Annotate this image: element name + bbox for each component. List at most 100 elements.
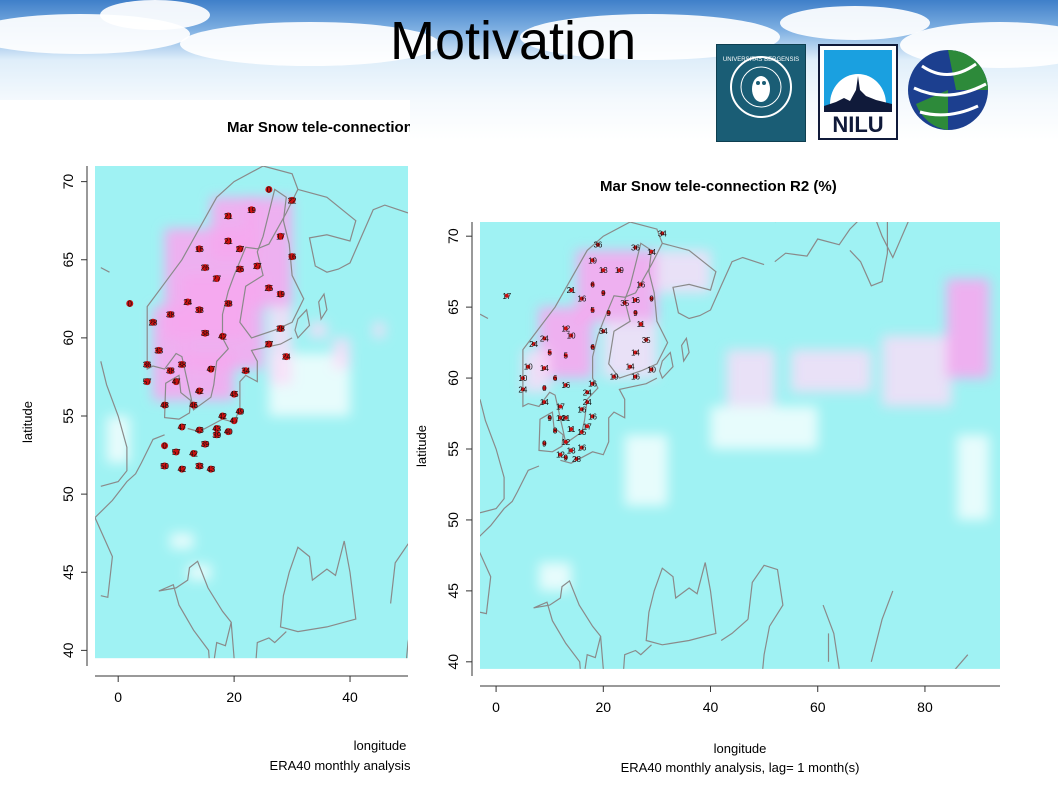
station-marker bbox=[178, 423, 186, 431]
x-tick-label: 20 bbox=[226, 689, 242, 705]
station-marker bbox=[579, 296, 584, 301]
station-marker bbox=[531, 342, 536, 347]
station-label: 28 bbox=[149, 318, 158, 327]
station-marker bbox=[201, 440, 209, 448]
station-marker bbox=[195, 387, 203, 395]
station-marker bbox=[276, 232, 284, 240]
station-marker bbox=[547, 350, 552, 355]
station-label: 0 bbox=[128, 300, 133, 309]
station-label: 16 bbox=[577, 405, 586, 414]
station-label: 43 bbox=[195, 426, 204, 435]
station-marker bbox=[542, 400, 547, 405]
station-label: 9 bbox=[542, 439, 547, 448]
y-tick-label: 50 bbox=[445, 512, 461, 528]
station-label: 17 bbox=[502, 292, 511, 301]
coastline bbox=[480, 313, 489, 320]
y-tick-label: 40 bbox=[445, 654, 461, 670]
station-marker bbox=[161, 462, 169, 470]
low-r2-region bbox=[710, 406, 818, 449]
station-marker bbox=[248, 206, 255, 214]
station-label: 14 bbox=[540, 364, 549, 373]
station-label: 14 bbox=[540, 398, 549, 407]
station-marker bbox=[230, 417, 238, 425]
coastline bbox=[662, 242, 765, 320]
station-label: 45 bbox=[230, 390, 239, 399]
station-marker bbox=[579, 429, 584, 434]
station-marker bbox=[558, 415, 563, 420]
station-label: 57 bbox=[143, 378, 152, 387]
station-label: 19 bbox=[615, 266, 624, 275]
station-label: 16 bbox=[636, 280, 645, 289]
low-r2-region bbox=[538, 562, 572, 591]
globe-logo bbox=[906, 44, 990, 140]
low-r2-region bbox=[957, 434, 990, 520]
station-label: 38 bbox=[195, 306, 204, 315]
station-label: 5 bbox=[564, 351, 569, 360]
station-marker bbox=[542, 385, 547, 390]
coastline bbox=[100, 267, 110, 273]
station-marker bbox=[172, 448, 180, 456]
station-label: 13 bbox=[599, 266, 608, 275]
station-label: 26 bbox=[235, 265, 244, 274]
station-label: 39 bbox=[212, 431, 221, 440]
station-label: 42 bbox=[177, 465, 186, 474]
station-marker bbox=[628, 364, 633, 369]
station-marker bbox=[649, 249, 654, 254]
station-marker bbox=[606, 310, 611, 315]
coastline bbox=[870, 590, 894, 662]
station-label: 11 bbox=[567, 425, 576, 434]
high-r2-region bbox=[522, 349, 550, 393]
chart-subtitle: ERA40 monthly analysis bbox=[270, 758, 410, 773]
station-marker bbox=[190, 401, 198, 409]
chart-panel-left: Mar Snow tele-connection R2 (%) 0 22 21 19 1… bbox=[0, 100, 410, 793]
station-marker bbox=[219, 412, 227, 420]
station-label: 48 bbox=[160, 401, 169, 410]
y-tick-label: 60 bbox=[60, 330, 76, 346]
station-label: 9 bbox=[633, 309, 638, 318]
coastline bbox=[680, 336, 690, 363]
coastline bbox=[297, 188, 408, 273]
station-marker bbox=[526, 364, 531, 369]
station-marker bbox=[224, 300, 232, 307]
station-marker bbox=[622, 300, 627, 305]
high-r2-region bbox=[187, 353, 235, 401]
station-marker bbox=[585, 390, 590, 395]
station-marker bbox=[579, 407, 584, 412]
low-r2-region bbox=[624, 434, 668, 506]
station-marker bbox=[563, 439, 568, 444]
station-marker bbox=[542, 441, 547, 446]
high-r2-region bbox=[946, 278, 990, 379]
coastline bbox=[95, 434, 165, 599]
high-r2-region bbox=[656, 250, 711, 293]
university-of-bergen-seal: UNIVERSITAS BERGENSIS bbox=[716, 44, 806, 142]
station-marker bbox=[201, 329, 209, 337]
station-marker bbox=[547, 415, 552, 420]
station-label: 33 bbox=[195, 462, 204, 471]
station-label: 27 bbox=[212, 275, 221, 284]
high-r2-region bbox=[790, 349, 872, 393]
x-tick-label: 0 bbox=[114, 689, 122, 705]
station-marker bbox=[590, 414, 595, 419]
station-label: 16 bbox=[561, 381, 570, 390]
station-marker bbox=[166, 367, 174, 375]
station-label: 36 bbox=[631, 244, 640, 253]
station-label: 42 bbox=[189, 450, 198, 459]
station-marker bbox=[563, 415, 568, 420]
cloud-decoration bbox=[180, 22, 440, 66]
station-marker bbox=[590, 381, 595, 386]
x-axis-label: longitude bbox=[354, 738, 407, 753]
station-label: 9 bbox=[547, 414, 552, 423]
station-label: 24 bbox=[583, 398, 592, 407]
coastline bbox=[658, 351, 674, 380]
station-marker bbox=[579, 445, 584, 450]
nilu-logo-text: NILU bbox=[832, 112, 883, 137]
station-marker bbox=[649, 296, 654, 301]
station-marker bbox=[660, 231, 665, 236]
station-label: 34 bbox=[599, 327, 608, 336]
high-r2-region bbox=[309, 322, 327, 338]
station-label: 57 bbox=[172, 448, 181, 457]
coastline bbox=[163, 374, 192, 420]
station-label: 10 bbox=[647, 366, 656, 375]
station-label: 17 bbox=[276, 232, 285, 241]
station-label: 35 bbox=[642, 336, 651, 345]
